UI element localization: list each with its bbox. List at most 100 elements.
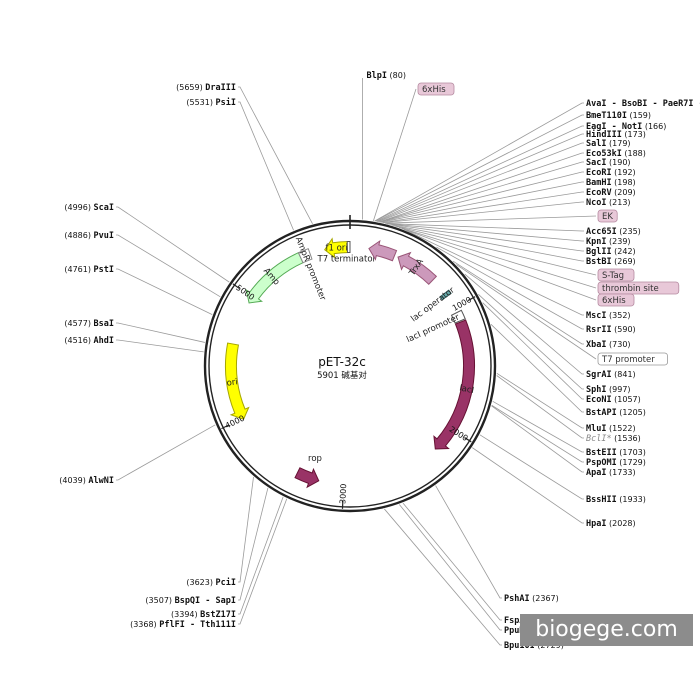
leader-line-bpu10i <box>384 508 502 646</box>
leader-line-acc65i <box>386 223 584 232</box>
site-label-pflfi-tth111i: (3368) PflFI - Tth111I <box>130 620 236 630</box>
feature-rop: rop <box>294 454 322 489</box>
site-name: PstI <box>94 265 114 275</box>
site-label-apai: ApaI (1733) <box>586 468 636 478</box>
leader-lines <box>116 78 597 646</box>
leader-line-rsrii <box>436 246 584 330</box>
site-position: (1057) <box>612 395 641 404</box>
site-label-bstz17i: (3394) BstZ17I <box>171 610 236 620</box>
site-position: (192) <box>612 168 636 177</box>
site-position: (173) <box>622 130 646 139</box>
tag-box-6xhis-4 <box>597 293 635 307</box>
feature-ampr-promoter: AmpR promoter <box>293 236 328 303</box>
site-label-bmet110i: BmeT110I (159) <box>586 111 651 121</box>
tag-box-ek-1 <box>597 209 618 223</box>
leader-line-eagi-noti <box>375 125 584 222</box>
tag-leader-s-tag-2 <box>394 225 597 276</box>
site-label-kpni: KpnI (239) <box>586 237 631 247</box>
site-name: ScaI <box>94 203 114 213</box>
site-position: (4516) <box>64 336 93 345</box>
leader-line-bstz17i <box>238 496 284 615</box>
tag-box-thrombin-site-3 <box>597 281 680 295</box>
plasmid-backbone <box>203 215 497 513</box>
feature-arrow-his-region <box>368 239 398 262</box>
leader-line-pshai <box>435 485 502 599</box>
leader-line-sali <box>377 142 584 223</box>
site-position: (239) <box>606 237 630 246</box>
feature-arrow-rop <box>294 467 320 489</box>
leader-line-fspai <box>402 502 502 621</box>
plasmid-size: 5901 碱基对 <box>317 370 367 381</box>
feature-amp: Amp <box>245 252 304 304</box>
tag-label-thrombin-site-3: thrombin site <box>602 284 659 294</box>
feature-label-ampr-promoter: AmpR promoter <box>293 236 328 303</box>
feature-arrow-ori <box>225 342 250 420</box>
site-label-alwni: (4039) AlwNI <box>59 476 114 486</box>
leader-line-pflfi-tth111i <box>238 498 288 625</box>
tag-box-6xhis-0 <box>417 82 455 96</box>
site-label-pspomi: PspOMI (1729) <box>586 458 646 468</box>
leader-line-bstapi <box>490 323 584 413</box>
site-position: (4996) <box>64 203 93 212</box>
site-name: AvaI - BsoBI - PaeR7I - PspXI - XhoI <box>586 99 700 109</box>
tag-leader-6xhis-0 <box>372 88 417 221</box>
site-position: (1733) <box>606 468 635 477</box>
site-position: (5531) <box>186 98 215 107</box>
site-position: (730) <box>606 340 630 349</box>
leader-line-eco53ki <box>379 152 584 223</box>
feature-shape-laci-promoter <box>450 309 466 324</box>
feature-laci: lacI <box>433 319 475 450</box>
site-label-psii: (5531) PsiI <box>186 97 236 108</box>
site-name: PspOMI <box>586 458 617 468</box>
site-name: EcoNI <box>586 395 612 405</box>
leader-line-scai <box>116 206 230 283</box>
tag-label-6xhis-4: 6xHis <box>602 296 626 306</box>
site-name: EagI - NotI <box>586 122 642 132</box>
watermark: biogege.com <box>520 614 693 646</box>
site-position: (590) <box>612 325 636 334</box>
site-label-ecorv: EcoRV (209) <box>586 188 636 198</box>
feature-shape-lac-operator <box>439 289 452 301</box>
tick-mark-2000 <box>464 437 472 443</box>
leader-line-psii <box>238 101 294 231</box>
site-name: Bpu10I <box>504 641 535 651</box>
leader-line-sphi <box>478 294 584 390</box>
site-name: BstZ17I <box>200 610 236 620</box>
tag-label-t7-promoter-5: T7 promoter <box>601 355 655 365</box>
site-name: NcoI <box>586 198 606 208</box>
site-position: (3623) <box>186 578 215 587</box>
site-position: (188) <box>622 149 646 158</box>
site-label-msci: MscI (352) <box>586 311 631 321</box>
leader-line-kpni <box>386 223 584 242</box>
tick-mark-4000 <box>221 424 229 430</box>
site-position: (242) <box>612 247 636 256</box>
site-position: (3368) <box>130 620 159 629</box>
leader-line-ahdi <box>116 339 204 353</box>
feature-label-ori: ori <box>226 377 238 388</box>
leader-line-bstbi <box>391 224 584 262</box>
site-position: (997) <box>606 385 630 394</box>
tick-mark-1000 <box>467 296 476 302</box>
site-name: MscI <box>586 311 606 321</box>
feature-label-rop: rop <box>308 454 322 464</box>
site-label-sgrai: SgrAI (841) <box>586 370 636 380</box>
tag-leader-t7-promoter-5 <box>456 264 597 360</box>
site-label-pcii: (3623) PciI <box>186 577 236 588</box>
site-position: (80) <box>387 71 406 80</box>
site-name: XbaI <box>586 340 606 350</box>
site-position: (179) <box>606 139 630 148</box>
site-position: (213) <box>606 198 630 207</box>
site-name: PvuI <box>94 231 114 241</box>
site-position: (166) <box>642 122 666 131</box>
site-label-sali: SalI (179) <box>586 139 631 149</box>
site-name: HpaI <box>586 519 606 529</box>
tick-label-4000: 4000 <box>224 414 246 431</box>
site-name: Eco53kI <box>586 149 622 159</box>
leader-line-apai <box>491 405 584 473</box>
feature-his-region <box>368 239 398 262</box>
site-label-econi: EcoNI (1057) <box>586 395 641 405</box>
site-label-ncoi: NcoI (213) <box>586 198 631 208</box>
site-name: BssHII <box>586 495 617 505</box>
site-position: (5659) <box>176 83 205 92</box>
site-label-bsai: (4577) BsaI <box>64 319 114 329</box>
